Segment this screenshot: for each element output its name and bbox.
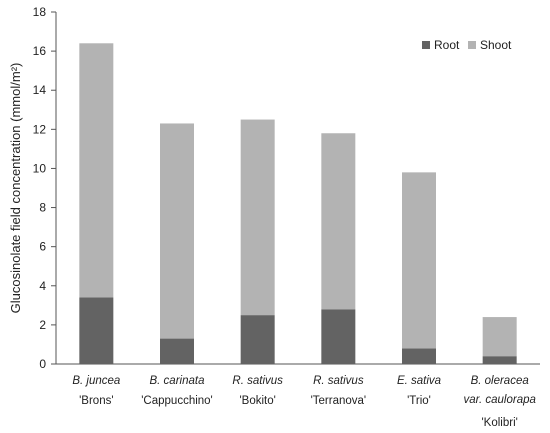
x-category-label: 'Bokito' [239,395,275,407]
x-category-label: B. juncea [72,375,120,387]
bar-shoot-0 [79,43,114,298]
bar-group [79,43,517,364]
x-category-label: 'Terranova' [311,395,367,407]
bar-shoot-4 [402,172,436,349]
x-category-label: B. oleracea [471,375,529,387]
y-tick-label: 18 [33,5,47,19]
x-axis-labels: B. juncea 'Brons' B. carinata 'Cappucchino'… [72,375,536,429]
y-tick-label: 6 [39,240,46,254]
x-category-label: 'Kolibri' [481,417,517,429]
x-category-label: var. caulorapa [463,394,535,406]
x-category-label: 'Trio' [407,395,431,407]
bar-shoot-1 [160,123,194,339]
x-category-label: 'Cappucchino' [141,395,213,407]
bar-root-4 [402,348,436,364]
y-tick-label: 14 [33,83,47,97]
bar-root-1 [160,338,194,364]
y-axis-ticks: 0 2 4 6 8 10 12 14 16 18 [33,5,56,371]
bar-root-0 [79,297,114,364]
bar-shoot-3 [321,133,356,310]
legend-label-shoot: Shoot [480,38,512,52]
y-tick-label: 8 [39,201,46,215]
x-category-label: B. carinata [150,375,205,387]
y-tick-label: 16 [33,44,47,58]
y-tick-label: 12 [33,122,47,136]
y-tick-label: 10 [33,161,47,175]
x-category-label: E. sativa [397,375,441,387]
y-tick-label: 4 [39,279,46,293]
x-category-label: 'Brons' [79,395,113,407]
bar-root-5 [482,356,517,364]
legend: Root Shoot [422,38,512,52]
legend-swatch-shoot [468,41,476,49]
bar-shoot-2 [240,119,275,316]
legend-swatch-root [422,41,430,49]
y-tick-label: 2 [39,318,46,332]
y-tick-label: 0 [39,357,46,371]
x-category-label: R. sativus [232,375,283,387]
bar-root-2 [240,315,275,364]
bar-shoot-5 [482,317,517,357]
x-category-label: R. sativus [313,375,364,387]
legend-label-root: Root [434,38,460,52]
bar-root-3 [321,309,356,364]
y-axis-label: Glucosinolate field concentration (mmol/… [8,63,23,314]
